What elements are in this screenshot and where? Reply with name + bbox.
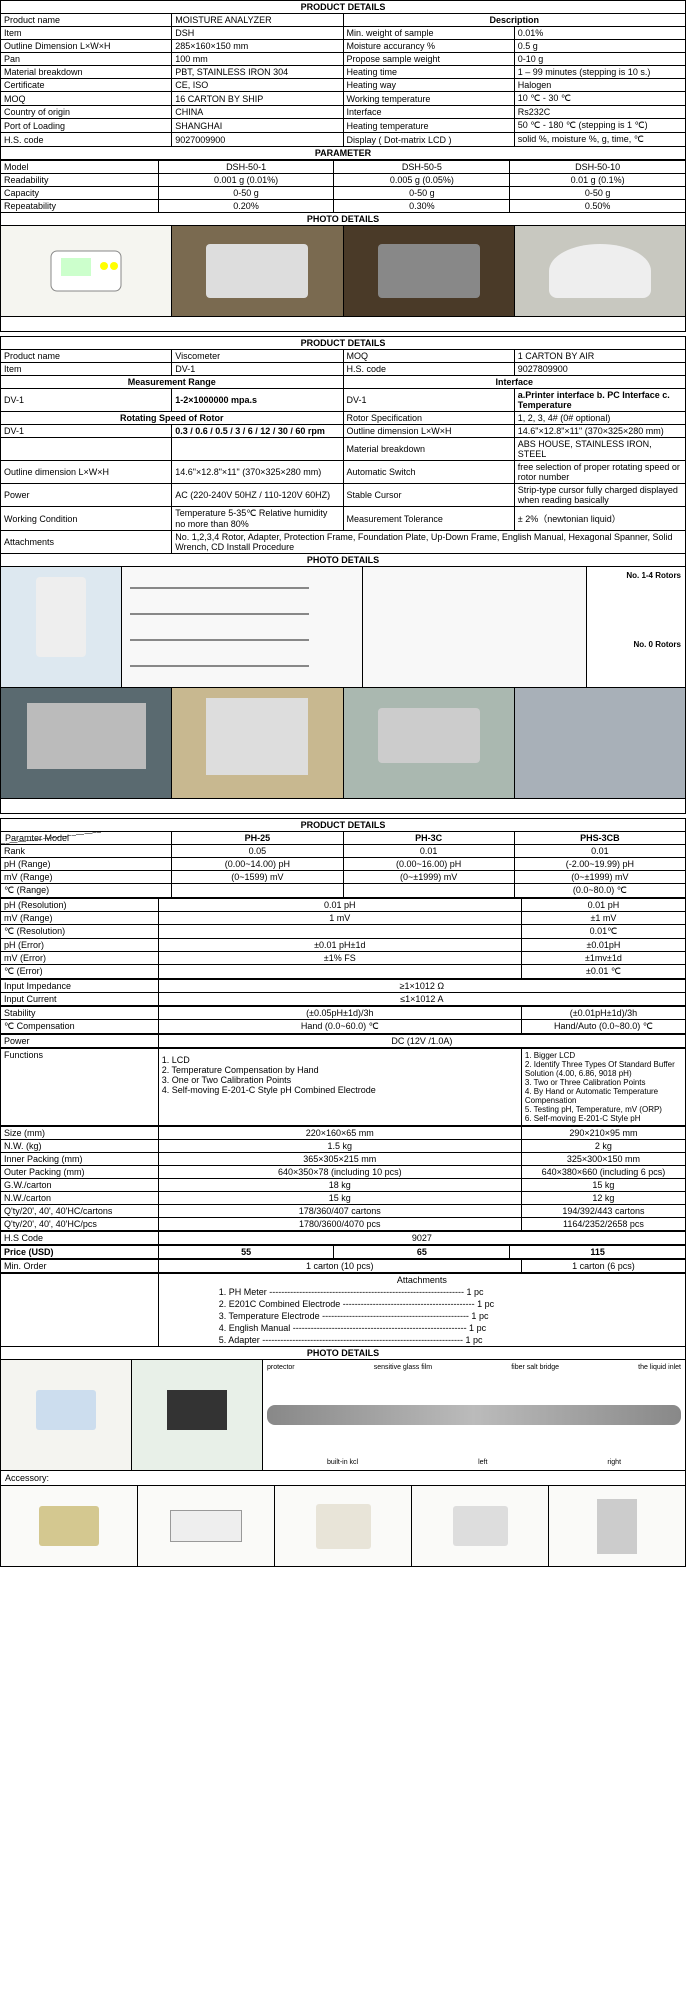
table-p2: PRODUCT DETAILS Product nameViscometerMO… xyxy=(0,336,686,567)
acc-photo xyxy=(549,1486,685,1566)
photo xyxy=(1,567,122,687)
acc-photo xyxy=(275,1486,412,1566)
photo xyxy=(122,567,363,687)
photo xyxy=(1,688,172,798)
accessory-label: Accessory: xyxy=(0,1471,686,1486)
cell: MOISTURE ANALYZER xyxy=(172,14,343,27)
product-2: PRODUCT DETAILS Product nameViscometerMO… xyxy=(0,336,686,814)
accessories xyxy=(0,1486,686,1567)
device-icon xyxy=(46,246,126,296)
p2-photos-2 xyxy=(0,688,686,799)
photo xyxy=(515,226,685,316)
photo-label: No. 1-4 Rotors No. 0 Rotors xyxy=(587,567,685,687)
photo xyxy=(344,688,515,798)
acc-photo xyxy=(138,1486,275,1566)
photo xyxy=(363,567,588,687)
diagram: protectorsensitive glass filmfiber salt … xyxy=(263,1360,685,1470)
acc-photo xyxy=(412,1486,549,1566)
product-3: PRODUCT DETAILS Paramter Model PH-25 PH-… xyxy=(0,818,686,1567)
acc-photo xyxy=(1,1486,138,1566)
p2-photos-1: No. 1-4 Rotors No. 0 Rotors xyxy=(0,567,686,688)
photo xyxy=(344,226,515,316)
photo xyxy=(132,1360,263,1470)
photo xyxy=(172,226,343,316)
table-p1: PRODUCT DETAILS Product name MOISTURE AN… xyxy=(0,0,686,160)
p3-photos: protectorsensitive glass filmfiber salt … xyxy=(0,1360,686,1471)
cell: Product name xyxy=(1,14,172,27)
photo xyxy=(172,688,343,798)
p1-photos xyxy=(0,226,686,317)
p1-title: PRODUCT DETAILS xyxy=(1,1,686,14)
param-model: Paramter Model xyxy=(1,832,172,845)
table-p3: PRODUCT DETAILS Paramter Model PH-25 PH-… xyxy=(0,818,686,898)
product-1: PRODUCT DETAILS Product name MOISTURE AN… xyxy=(0,0,686,332)
table-p1-param: ModelDSH-50-1DSH-50-5DSH-50-10 Readabili… xyxy=(0,160,686,226)
photo xyxy=(515,688,685,798)
photo xyxy=(1,226,172,316)
photo xyxy=(1,1360,132,1470)
cell: Description xyxy=(343,14,686,27)
